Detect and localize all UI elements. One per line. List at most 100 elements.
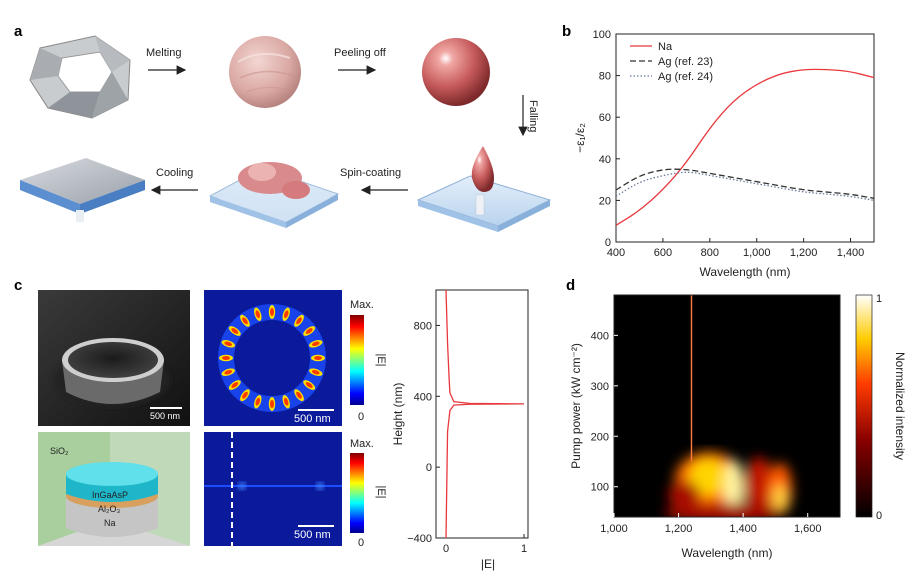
profile-y-tick-label: 400 xyxy=(414,391,432,403)
mode-lobe-core xyxy=(224,369,233,375)
field-map-top: 500 nm xyxy=(204,290,342,426)
mode-lobe-core xyxy=(255,310,261,319)
x-tick-label: 400 xyxy=(607,247,625,259)
d-y-tick-label: 200 xyxy=(591,431,609,443)
mode-lobe-core xyxy=(224,341,233,347)
mode-lobe-core xyxy=(283,310,289,319)
chart-b-ticks: 400 600 800 1,000 1,200 1,400 0 20 40 60 80 100 xyxy=(593,29,865,259)
y-tick-label: 40 xyxy=(599,154,611,166)
mode-lobe-core xyxy=(305,328,313,334)
d-x-tick-label: 1,600 xyxy=(794,523,822,535)
x-tick-label: 1,200 xyxy=(790,247,818,259)
step-melting-label: Melting xyxy=(146,47,181,59)
chart-b-frame xyxy=(615,33,875,243)
device-schematic: SiO₂ InGaAsP Al₂O₃ Na xyxy=(38,432,190,546)
sem-image: 500 nm xyxy=(38,290,190,426)
top-scale-label: 500 nm xyxy=(294,413,331,425)
d-x-tick-label: 1,200 xyxy=(665,523,693,535)
panel-letter-d: d xyxy=(566,277,575,294)
chart-d-ylabel: Pump power (kW cm⁻²) xyxy=(569,343,583,469)
colorbar-top: Max. 0 |E| xyxy=(350,299,387,423)
panel-letter-b: b xyxy=(562,23,571,40)
shiny-droplet-illustration xyxy=(422,38,490,106)
d-y-tick-label: 400 xyxy=(591,330,609,342)
d-y-tick-label: 300 xyxy=(591,381,609,393)
d-x-tick-label: 1,000 xyxy=(600,523,628,535)
step-falling-label: Falling xyxy=(527,100,539,132)
legend-ag-ref23: Ag (ref. 23) xyxy=(658,56,713,68)
mode-lobe-core xyxy=(311,341,320,347)
panel-d: d 1,000 1,200 1,400 1,600 100 200 300 400 xyxy=(566,277,905,560)
colorbar-bottom-label: |E| xyxy=(375,485,387,498)
panel-letter-a: a xyxy=(14,23,23,40)
profile-y-tick-label: 800 xyxy=(414,320,432,332)
colorbar-bottom: Max. 0 |E| xyxy=(350,438,387,549)
colorbar-d-label: Normalized intensity xyxy=(893,352,905,460)
sem-scale-label: 500 nm xyxy=(150,411,180,421)
colorbar-top-max: Max. xyxy=(350,299,374,311)
mode-lobe-core xyxy=(305,382,313,388)
bottom-scale-label: 500 nm xyxy=(294,529,331,541)
molten-droplet-illustration xyxy=(229,36,301,108)
d-y-tick-label: 100 xyxy=(591,482,609,494)
chart-d-xlabel: Wavelength (nm) xyxy=(682,546,773,560)
colorbar-top-min: 0 xyxy=(358,411,364,423)
colorbar-d-max: 1 xyxy=(876,293,882,305)
y-tick-label: 80 xyxy=(599,71,611,83)
mode-lobe-core xyxy=(314,356,322,360)
profile-xlabel: |E| xyxy=(481,557,495,571)
colorbar-d-min: 0 xyxy=(876,510,882,522)
x-tick-label: 800 xyxy=(701,247,719,259)
x-tick-label: 1,000 xyxy=(743,247,771,259)
mode-lobe-core xyxy=(242,391,248,399)
cooled-film-illustration xyxy=(20,158,145,222)
step-spin-coating-label: Spin-coating xyxy=(340,167,401,179)
mode-lobe-core xyxy=(270,308,274,316)
legend-na: Na xyxy=(658,41,673,53)
chart-b-series xyxy=(615,68,875,226)
field-profile-chart: −400 0 400 800 0 1 Height (nm) |E| xyxy=(391,289,529,571)
series-line-2 xyxy=(615,168,875,199)
mode-lobe-core xyxy=(270,400,274,408)
profile-x-tick-label: 1 xyxy=(521,543,527,555)
panel-letter-c: c xyxy=(14,277,22,294)
panel-a: a Melting Peeling off Falling xyxy=(14,23,552,232)
chart-b-legend: Na Ag (ref. 23) Ag (ref. 24) xyxy=(630,41,713,83)
mode-lobe-core xyxy=(296,391,302,399)
colorbar-top-label: |E| xyxy=(375,353,387,366)
mode-lobe-core xyxy=(222,356,230,360)
sodium-crystal-illustration xyxy=(29,35,131,119)
panel-b: b 400 600 800 1,000 1,200 1,400 0 20 40 60 80 100 N… xyxy=(562,23,875,279)
series-line-1 xyxy=(615,68,875,226)
layer-na: Na xyxy=(104,518,116,528)
mode-lobe-core xyxy=(242,317,248,325)
legend-ag-ref24: Ag (ref. 24) xyxy=(658,71,713,83)
profile-ylabel: Height (nm) xyxy=(391,383,405,446)
layer-sio2: SiO₂ xyxy=(50,446,69,456)
chart-b-xlabel: Wavelength (nm) xyxy=(700,265,791,279)
mode-lobe-core xyxy=(296,317,302,325)
y-tick-label: 100 xyxy=(593,29,611,41)
profile-frame xyxy=(435,289,529,539)
step-peeling-label: Peeling off xyxy=(334,47,387,59)
falling-droplet-on-substrate xyxy=(416,146,552,232)
panel-c: c 500 nm 500 nm Max. 0 |E| xyxy=(14,277,529,571)
chart-b-ylabel: −ε₁/ε₂ xyxy=(573,123,587,153)
profile-y-tick-label: −400 xyxy=(407,533,432,545)
profile-x-tick-label: 0 xyxy=(443,543,449,555)
x-tick-label: 1,400 xyxy=(837,247,865,259)
heatmap: 1,000 1,200 1,400 1,600 100 200 300 400 xyxy=(591,294,841,535)
mode-lobe-core xyxy=(311,369,320,375)
y-tick-label: 20 xyxy=(599,195,611,207)
mode-lobe-core xyxy=(283,397,289,406)
spin-coating-illustration xyxy=(208,162,340,228)
layer-ingaasp: InGaAsP xyxy=(92,490,128,500)
heatmap-colorbar: 1 0 Normalized intensity xyxy=(855,293,905,522)
colorbar-bottom-min: 0 xyxy=(358,537,364,549)
y-tick-label: 0 xyxy=(605,237,611,249)
colorbar-bottom-max: Max. xyxy=(350,438,374,450)
layer-al2o3: Al₂O₃ xyxy=(98,504,120,514)
y-tick-label: 60 xyxy=(599,112,611,124)
x-tick-label: 600 xyxy=(654,247,672,259)
